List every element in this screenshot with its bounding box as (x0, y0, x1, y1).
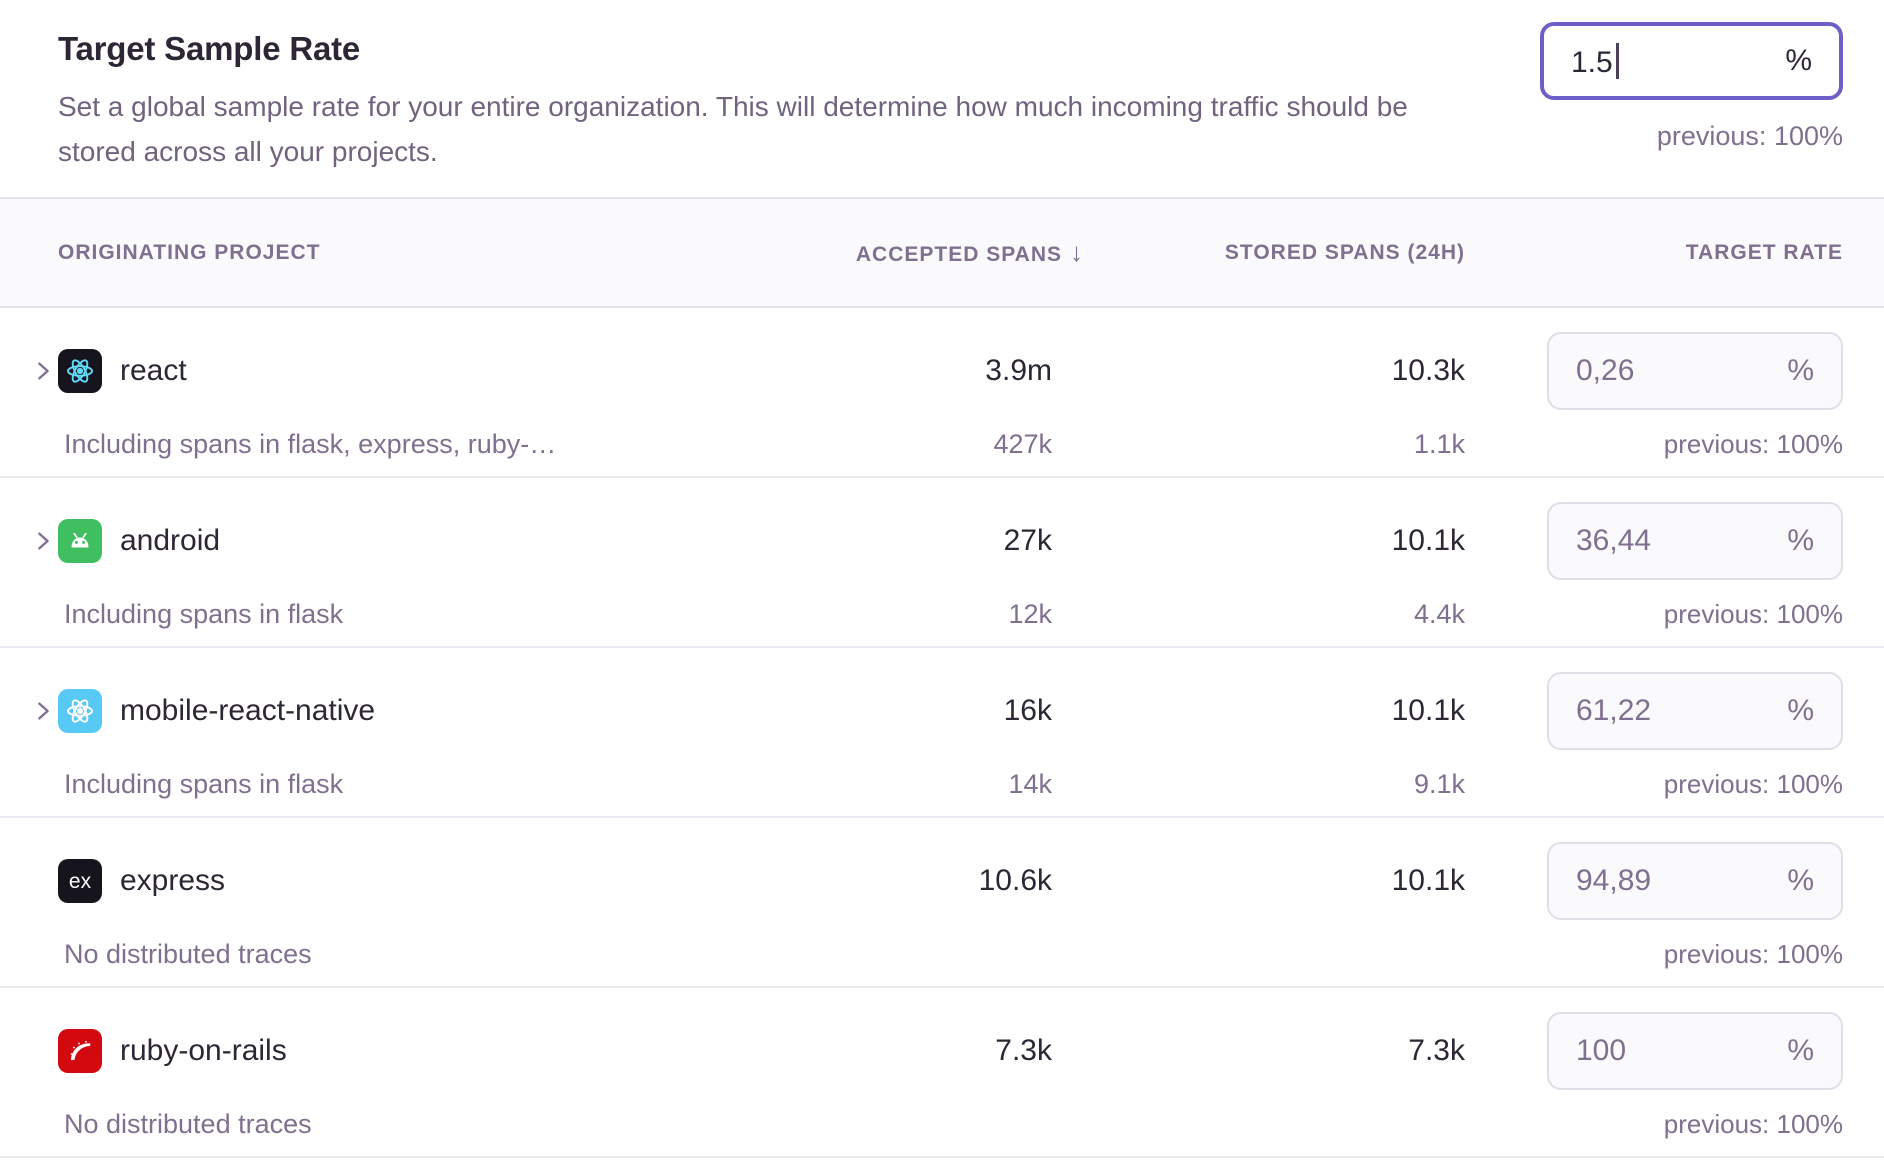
percent-suffix: % (1787, 524, 1814, 557)
react-native-icon (58, 689, 102, 733)
percent-suffix: % (1787, 1034, 1814, 1067)
target-rate-value: 94,89 (1576, 864, 1652, 897)
distributed-traces-note: Including spans in flask, express, ruby-… (64, 428, 557, 459)
global-sample-rate-input[interactable]: 1.5 % (1540, 22, 1843, 100)
project-name[interactable]: ruby-on-rails (120, 1034, 287, 1067)
project-name[interactable]: react (120, 354, 187, 387)
chevron-right-icon[interactable] (32, 530, 54, 552)
sub-stored-spans: 4.4k (1413, 598, 1465, 629)
distributed-traces-note: Including spans in flask (64, 598, 344, 629)
stored-spans-value: 10.1k (1391, 864, 1465, 897)
table-row: react 3.9m 10.3k 0,26 % Including spans … (0, 308, 1884, 478)
target-rate-input[interactable]: 0,26 % (1547, 332, 1843, 410)
accepted-spans-value: 10.6k (978, 864, 1052, 897)
accepted-spans-value: 3.9m (985, 354, 1052, 387)
previous-rate: previous: 100% (1663, 598, 1843, 629)
target-rate-input[interactable]: 36,44 % (1547, 502, 1843, 580)
project-cell: android (38, 519, 752, 563)
target-rate-input[interactable]: 100 % (1547, 1012, 1843, 1090)
stored-spans-value: 10.1k (1391, 694, 1465, 727)
percent-suffix: % (1787, 354, 1814, 387)
sub-stored-spans: 1.1k (1413, 428, 1465, 459)
page-title: Target Sample Rate (58, 30, 361, 67)
react-icon (58, 349, 102, 393)
stored-spans-value: 7.3k (1408, 1034, 1465, 1067)
percent-suffix: % (1787, 864, 1814, 897)
target-rate-value: 36,44 (1576, 524, 1652, 557)
percent-suffix: % (1785, 44, 1812, 77)
percent-suffix: % (1787, 694, 1814, 727)
text-cursor (1615, 42, 1619, 79)
stored-spans-value: 10.3k (1391, 354, 1465, 387)
sub-accepted-spans: 12k (1008, 598, 1052, 629)
previous-rate: previous: 100% (1663, 428, 1843, 459)
target-rate-value: 0,26 (1576, 354, 1635, 387)
android-icon (58, 519, 102, 563)
page-description: Set a global sample rate for your entire… (58, 91, 1408, 167)
project-name[interactable]: android (120, 524, 221, 557)
project-name[interactable]: mobile-react-native (120, 694, 376, 727)
project-cell: react (38, 349, 752, 393)
col-originating-project: ORIGINATING PROJECT (58, 240, 321, 264)
table-row: ex express 10.6k 10.1k 94,89 % No distri… (0, 818, 1884, 988)
project-name[interactable]: express (120, 864, 226, 897)
target-rate-value: 100 (1576, 1034, 1627, 1067)
distributed-traces-note: Including spans in flask (64, 768, 344, 799)
sub-accepted-spans: 14k (1008, 768, 1052, 799)
sub-accepted-spans: 427k (993, 428, 1052, 459)
chevron-right-icon[interactable] (32, 700, 54, 722)
table-row: ruby-on-rails 7.3k 7.3k 100 % No distrib… (0, 988, 1884, 1158)
target-rate-value: 61,22 (1576, 694, 1652, 727)
project-cell: ruby-on-rails (58, 1029, 752, 1073)
ruby-on-rails-icon (58, 1029, 102, 1073)
previous-rate: previous: 100% (1663, 1108, 1843, 1139)
table-row: mobile-react-native 16k 10.1k 61,22 % In… (0, 648, 1884, 818)
distributed-traces-note: No distributed traces (64, 938, 312, 969)
sort-descending-icon: ↓ (1070, 237, 1084, 267)
stored-spans-value: 10.1k (1391, 524, 1465, 557)
table-row: android 27k 10.1k 36,44 % Including span… (0, 478, 1884, 648)
accepted-spans-value: 16k (1003, 694, 1052, 727)
accepted-spans-value: 7.3k (995, 1034, 1052, 1067)
target-sample-rate-section: Target Sample Rate Set a global sample r… (0, 0, 1884, 197)
global-previous-rate: previous: 100% (1656, 121, 1843, 151)
project-cell: mobile-react-native (38, 689, 752, 733)
previous-rate: previous: 100% (1663, 768, 1843, 799)
accepted-spans-value: 27k (1003, 524, 1052, 557)
chevron-right-icon[interactable] (32, 360, 54, 382)
svg-text:ex: ex (69, 870, 92, 893)
col-stored-spans[interactable]: STORED SPANS (24H) (1224, 240, 1465, 264)
distributed-traces-note: No distributed traces (64, 1108, 312, 1139)
global-sample-rate: 1.5 % previous: 100% (1540, 22, 1843, 152)
sub-stored-spans: 9.1k (1413, 768, 1465, 799)
express-icon: ex (58, 859, 102, 903)
col-accepted-spans[interactable]: ACCEPTED SPANS ↓ (855, 237, 1084, 267)
previous-rate: previous: 100% (1663, 938, 1843, 969)
target-rate-input[interactable]: 61,22 % (1547, 672, 1843, 750)
global-sample-rate-value: 1.5 (1571, 42, 1619, 80)
target-rate-input[interactable]: 94,89 % (1547, 842, 1843, 920)
table-header: ORIGINATING PROJECT ACCEPTED SPANS ↓ STOR… (0, 197, 1884, 308)
col-target-rate: TARGET RATE (1685, 240, 1843, 264)
project-cell: ex express (58, 859, 752, 903)
